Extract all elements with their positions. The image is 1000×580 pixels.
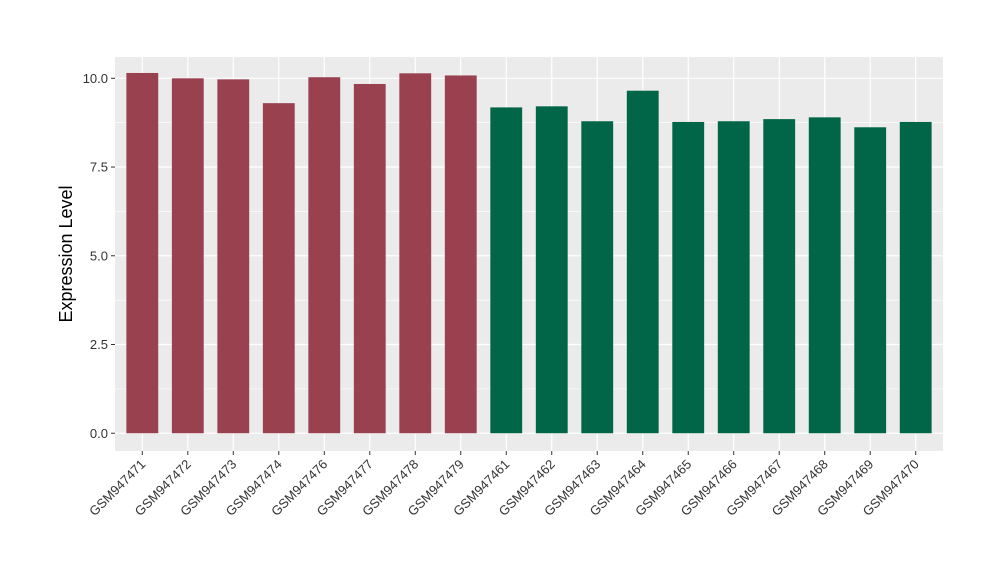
bar-gsm947468 xyxy=(808,117,841,434)
bar-gsm947479 xyxy=(444,75,477,434)
y-tick-label: 7.5 xyxy=(90,160,108,175)
bar-gsm947462 xyxy=(535,106,568,434)
y-tick-label: 0.0 xyxy=(90,426,108,441)
bar-gsm947469 xyxy=(854,127,887,434)
y-axis-title: Expression Level xyxy=(56,185,76,322)
bar-gsm947470 xyxy=(899,121,932,434)
y-axis-ticks: 0.0 2.5 5.0 7.5 10.0 xyxy=(83,71,115,441)
y-tick-label: 5.0 xyxy=(90,248,108,263)
bar-gsm947476 xyxy=(308,77,341,434)
bar-gsm947473 xyxy=(217,79,250,434)
bar-gsm947463 xyxy=(581,121,614,434)
bar-gsm947474 xyxy=(262,103,295,434)
bar-gsm947464 xyxy=(626,90,659,434)
minor-gridlines xyxy=(115,122,943,390)
bar-gsm947472 xyxy=(171,78,204,434)
y-tick-label: 10.0 xyxy=(83,71,108,86)
bar-gsm947478 xyxy=(399,73,432,434)
y-tick-label: 2.5 xyxy=(90,337,108,352)
x-axis-ticks: GSM947471GSM947472GSM947473GSM947474GSM9… xyxy=(86,451,922,519)
bar-gsm947466 xyxy=(717,121,750,434)
bar-gsm947467 xyxy=(763,119,796,434)
bar-gsm947465 xyxy=(672,121,705,434)
bars xyxy=(126,72,932,434)
bar-gsm947461 xyxy=(490,107,523,434)
bar-gsm947477 xyxy=(353,83,386,434)
bar-gsm947471 xyxy=(126,72,159,434)
